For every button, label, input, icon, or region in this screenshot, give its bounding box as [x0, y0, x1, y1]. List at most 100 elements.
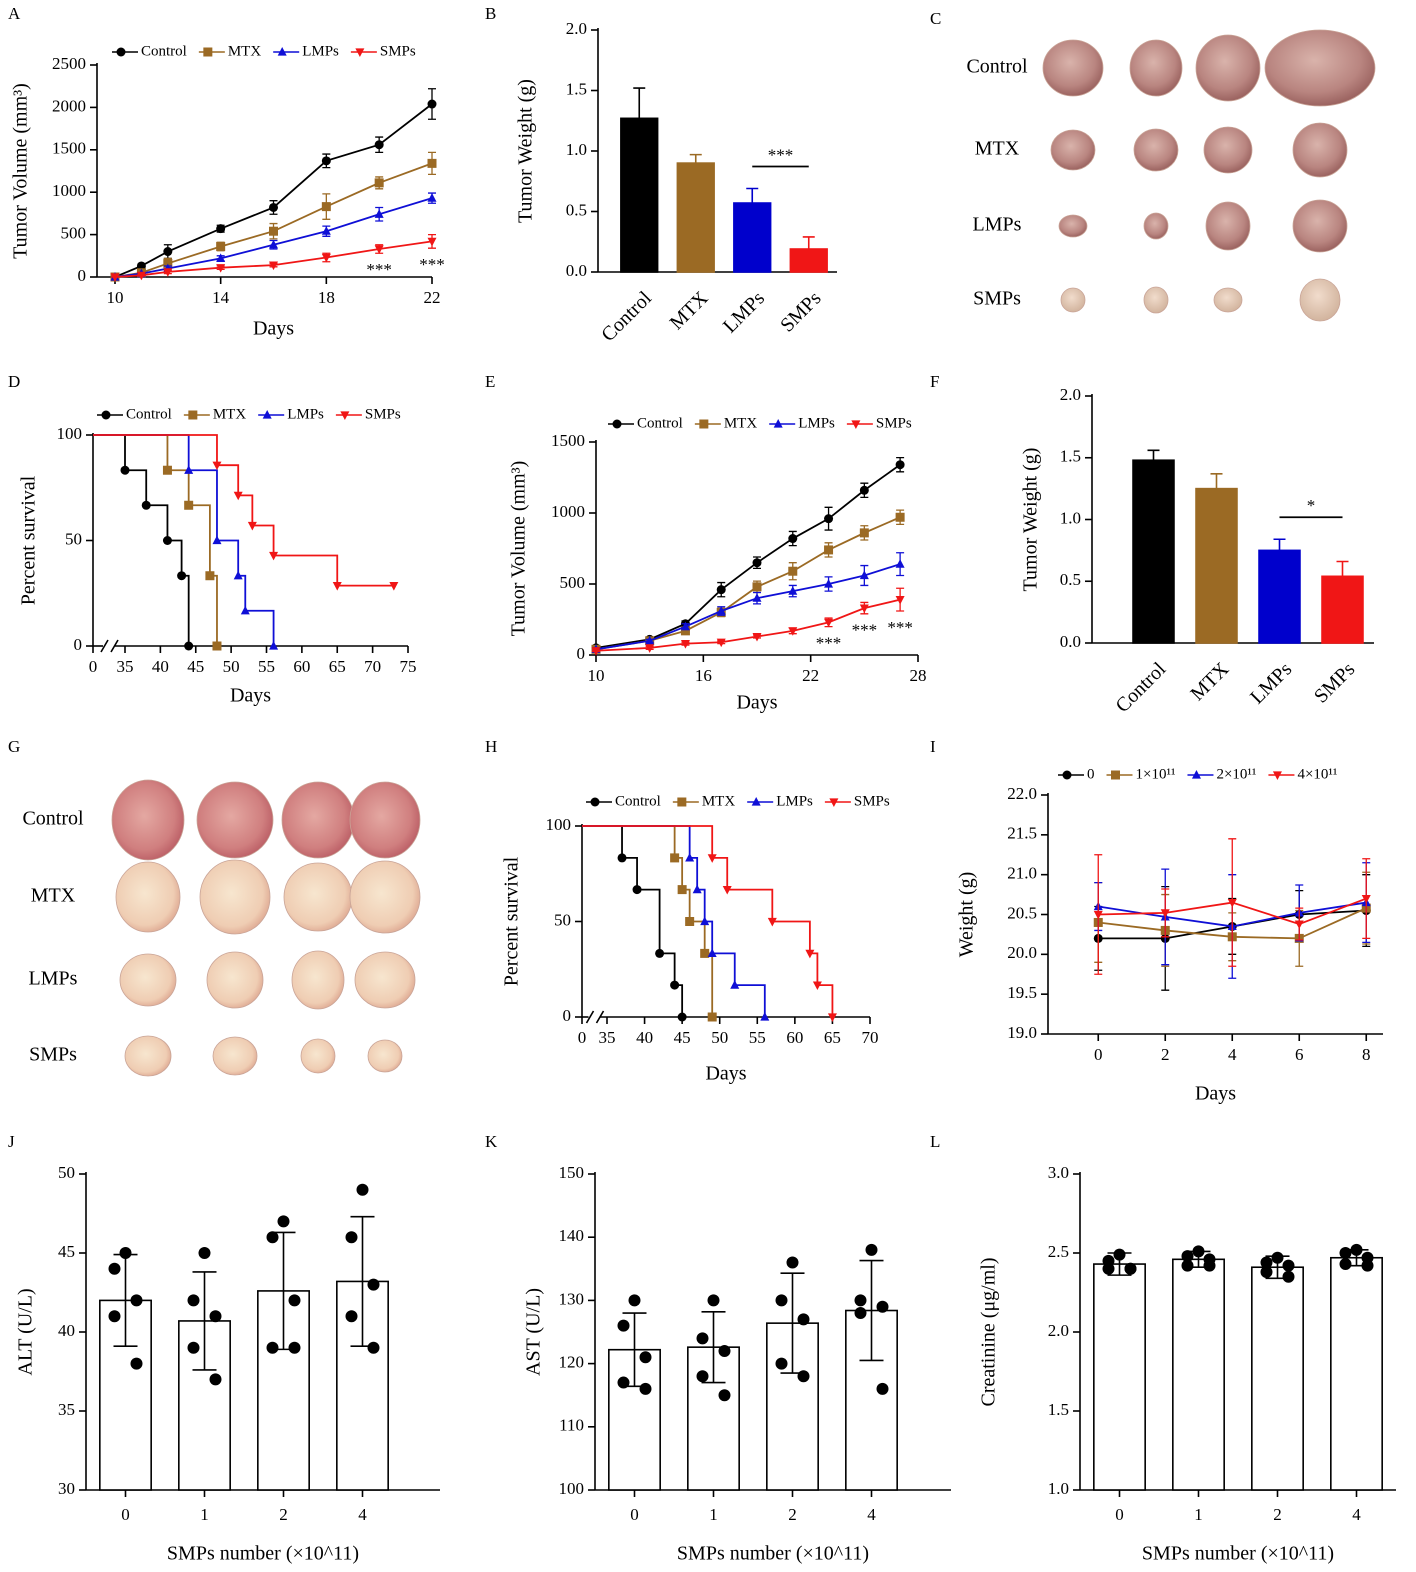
- error-bar: [689, 153, 702, 164]
- tumor-photo: [1042, 39, 1104, 97]
- data-point: [775, 1294, 788, 1307]
- x-axis-label: SMPs number (×10^11): [1142, 1543, 1334, 1565]
- marker: [332, 582, 342, 591]
- error-bar: [1210, 473, 1223, 489]
- x-tick-label: 2: [1161, 1045, 1170, 1064]
- marker: [269, 202, 278, 212]
- data-point: [1102, 1262, 1115, 1275]
- marker: [374, 245, 384, 254]
- legend-marker: [1272, 771, 1282, 780]
- tumor-photo: [1129, 39, 1183, 97]
- tumor-photo: [291, 950, 345, 1010]
- y-tick-label: 22.0: [1007, 784, 1037, 803]
- x-tick-label: 10: [107, 288, 124, 307]
- data-point: [1181, 1259, 1194, 1272]
- marker: [321, 202, 331, 212]
- data-point: [130, 1357, 143, 1370]
- marker: [247, 521, 257, 531]
- x-tick-label: 10: [588, 666, 605, 685]
- x-tick-label: 4: [1352, 1505, 1361, 1524]
- data-point: [345, 1310, 358, 1323]
- marker: [859, 485, 869, 495]
- marker: [895, 596, 905, 605]
- x-tick-label: SMPs: [776, 287, 826, 337]
- marker: [716, 638, 726, 648]
- y-tick-label: 100: [559, 1479, 585, 1498]
- data-point: [209, 1373, 222, 1386]
- legend-marker: [1191, 770, 1201, 779]
- row-label: LMPs: [29, 968, 78, 990]
- tumor-photo: [206, 951, 264, 1009]
- data-point: [1350, 1243, 1363, 1256]
- marker: [685, 852, 695, 862]
- x-tick-label: 4: [358, 1505, 367, 1524]
- row-label: LMPs: [973, 214, 1022, 236]
- legend-label: SMPs: [380, 43, 416, 59]
- x-tick-label: 0: [578, 1028, 587, 1047]
- x-tick-label: 1: [1194, 1505, 1203, 1524]
- survival-curve: [93, 434, 394, 587]
- y-tick-label: 1500: [52, 139, 86, 158]
- bar: [620, 117, 659, 273]
- data-point: [718, 1389, 731, 1402]
- x-tick-label: 65: [824, 1028, 841, 1047]
- bar: [1172, 1258, 1225, 1491]
- marker: [788, 586, 798, 595]
- marker: [216, 264, 226, 273]
- marker: [1361, 894, 1371, 904]
- marker: [716, 606, 726, 615]
- axis-break: [595, 1010, 605, 1024]
- annotation: ***: [419, 255, 445, 274]
- survival-curve: [93, 434, 190, 646]
- data-point: [1282, 1259, 1295, 1272]
- y-tick-label: 1.5: [1048, 1400, 1069, 1419]
- axis-break: [100, 639, 109, 653]
- marker: [824, 579, 834, 588]
- y-axis-label: AST (U/L): [523, 1288, 545, 1376]
- marker: [212, 641, 222, 651]
- legend-marker: [277, 47, 287, 56]
- panel-letter: L: [930, 1132, 940, 1151]
- tumor-photo: [111, 779, 185, 861]
- x-tick-label: 35: [117, 657, 134, 676]
- marker: [233, 491, 243, 501]
- x-tick-label: Control: [1112, 658, 1171, 717]
- marker: [120, 465, 130, 475]
- y-tick-label: 140: [559, 1226, 585, 1245]
- x-tick-label: 2: [788, 1505, 797, 1524]
- x-tick-label: 16: [695, 666, 712, 685]
- x-tick-label: 22: [802, 666, 819, 685]
- error-bar: [746, 187, 759, 204]
- x-tick-label: 1: [709, 1505, 718, 1524]
- x-tick-label: 6: [1295, 1045, 1304, 1064]
- data-point: [639, 1382, 652, 1395]
- y-tick-label: 1.5: [566, 79, 587, 98]
- marker: [788, 627, 798, 636]
- legend-marker: [101, 410, 111, 420]
- data-point: [775, 1357, 788, 1370]
- bar: [1132, 459, 1175, 644]
- tumor-photo: [281, 781, 355, 859]
- tumor-photo: [1292, 199, 1348, 253]
- x-tick-label: 0: [1115, 1505, 1124, 1524]
- legend-marker: [1111, 770, 1120, 780]
- tumor-photo: [1195, 34, 1261, 102]
- marker: [216, 224, 226, 234]
- data-point: [288, 1294, 301, 1307]
- tumor-photo: [212, 1036, 258, 1076]
- y-tick-label: 19.5: [1007, 983, 1037, 1002]
- data-point: [876, 1300, 889, 1313]
- marker: [427, 193, 437, 202]
- panel-letter: K: [485, 1132, 498, 1151]
- y-axis-label: ALT (U/L): [15, 1288, 37, 1375]
- legend-label: 4×10¹¹: [1297, 766, 1337, 782]
- marker: [752, 582, 762, 592]
- bar: [1330, 1256, 1383, 1491]
- data-point: [1192, 1245, 1205, 1258]
- axis-break: [585, 1010, 595, 1024]
- marker: [269, 551, 279, 561]
- data-point: [696, 1370, 709, 1383]
- marker: [670, 980, 680, 990]
- data-point: [108, 1262, 121, 1275]
- data-point: [367, 1278, 380, 1291]
